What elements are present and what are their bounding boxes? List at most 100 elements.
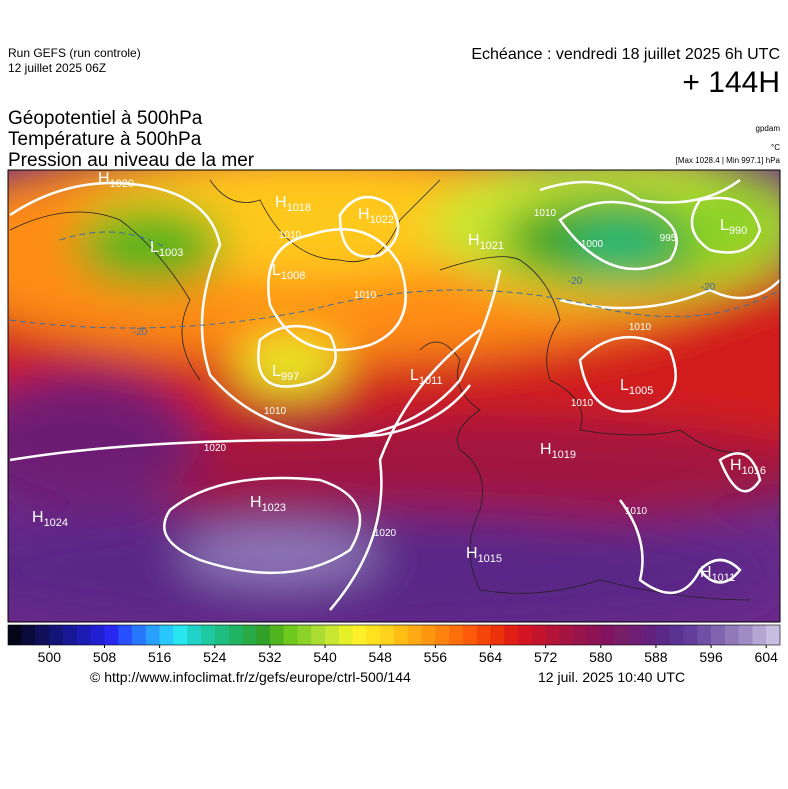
colorbar-swatch bbox=[76, 625, 92, 645]
colorbar-swatch bbox=[697, 625, 712, 645]
isobar-label: 1010 bbox=[571, 398, 594, 409]
colorbar-tick-label: 604 bbox=[755, 649, 779, 665]
colorbar-swatch bbox=[338, 625, 353, 645]
colorbar-swatch bbox=[352, 625, 367, 645]
colorbar-swatch bbox=[214, 625, 229, 645]
colorbar-swatch bbox=[228, 625, 243, 645]
pressure-center: H1015 bbox=[466, 545, 502, 565]
source-url: © http://www.infoclimat.fr/z/gefs/europe… bbox=[90, 669, 411, 685]
colorbar-swatch bbox=[683, 625, 698, 645]
colorbar-swatch bbox=[559, 625, 574, 645]
pressure-center: L1003 bbox=[150, 239, 183, 259]
colorbar-swatch bbox=[118, 625, 133, 645]
colorbar-swatch bbox=[49, 625, 64, 645]
map-frame bbox=[7, 169, 781, 623]
colorbar-swatch bbox=[669, 625, 684, 645]
colorbar-swatch bbox=[587, 625, 602, 645]
isobars bbox=[9, 178, 780, 611]
run-label: Run GEFS (run controle) bbox=[8, 46, 141, 60]
pressure-center: L1005 bbox=[620, 377, 653, 397]
colorbar-swatch bbox=[325, 625, 340, 645]
colorbar-swatch bbox=[173, 625, 188, 645]
coastlines bbox=[9, 179, 751, 601]
pressure-center: H1019 bbox=[540, 441, 576, 461]
colorbar-swatch bbox=[462, 625, 478, 645]
colorbar-tick-label: 500 bbox=[38, 649, 62, 665]
isobar-label: 1000 bbox=[581, 239, 604, 250]
center-letter: L bbox=[150, 239, 159, 256]
center-value: 1005 bbox=[629, 385, 653, 397]
center-value: 1016 bbox=[742, 465, 766, 477]
center-value: 1023 bbox=[262, 502, 286, 514]
pressure-center: L1011 bbox=[410, 367, 443, 387]
colorbar-tick-label: 588 bbox=[644, 649, 668, 665]
colorbar-swatch bbox=[159, 625, 174, 645]
colorbar-tick-label: 524 bbox=[203, 649, 227, 665]
colorbar-tick-label: 508 bbox=[93, 649, 117, 665]
center-letter: H bbox=[700, 564, 712, 581]
colorbar-tick-label: 548 bbox=[369, 649, 393, 665]
center-letter: H bbox=[98, 170, 110, 187]
center-value: 1008 bbox=[281, 270, 305, 282]
pressure-center: H1024 bbox=[32, 509, 68, 529]
colorbar-frame bbox=[7, 624, 781, 646]
center-letter: L bbox=[272, 363, 281, 380]
isobar-label: 1010 bbox=[625, 506, 648, 517]
center-letter: L bbox=[410, 367, 419, 384]
field-title: Température à 500hPa bbox=[8, 129, 202, 150]
isobar-label: 1010 bbox=[264, 406, 287, 417]
colorbar-swatch bbox=[752, 625, 767, 645]
lead-time: + 144H bbox=[682, 66, 780, 99]
pressure-center: L990 bbox=[720, 217, 747, 237]
colorbar-swatch bbox=[311, 625, 326, 645]
unit-label: [Max 1028.4 | Min 997.1] hPa bbox=[675, 156, 780, 165]
center-letter: H bbox=[540, 441, 552, 458]
colorbar-tick-label: 564 bbox=[479, 649, 503, 665]
isobar-label: 1010 bbox=[534, 208, 557, 219]
colorbar-swatch bbox=[104, 625, 119, 645]
colorbar-swatch bbox=[380, 625, 395, 645]
colorbar-swatch bbox=[35, 625, 50, 645]
colorbar-swatch bbox=[766, 625, 781, 645]
colorbar-tick-label: 596 bbox=[699, 649, 723, 665]
colorbar-swatch bbox=[490, 625, 505, 645]
center-value: 1011 bbox=[712, 572, 736, 584]
center-value: 1021 bbox=[480, 240, 504, 252]
center-value: 990 bbox=[729, 225, 747, 237]
colorbar-swatch bbox=[449, 625, 464, 645]
pressure-center: L997 bbox=[272, 363, 299, 383]
isobar-label: 995 bbox=[660, 233, 677, 244]
issue-time: 12 juil. 2025 10:40 UTC bbox=[538, 669, 686, 685]
unit-label: gpdam bbox=[755, 124, 780, 133]
isotherms bbox=[9, 231, 780, 329]
colorbar-swatch bbox=[63, 625, 78, 645]
center-value: 1020 bbox=[110, 178, 134, 190]
colorbar-swatch bbox=[642, 625, 657, 645]
isotherm-label: -20 bbox=[701, 282, 716, 293]
isobar-label: 1020 bbox=[204, 443, 227, 454]
center-letter: H bbox=[275, 194, 287, 211]
center-letter: H bbox=[250, 494, 262, 511]
colorbar-tick-label: 516 bbox=[148, 649, 172, 665]
colorbar-swatch bbox=[366, 625, 381, 645]
colorbar-swatch bbox=[8, 625, 23, 645]
pressure-center: H1011 bbox=[700, 564, 735, 584]
pressure-center: H1023 bbox=[250, 494, 286, 514]
isobar-label: 1010 bbox=[354, 290, 377, 301]
colorbar-tick-label: 572 bbox=[534, 649, 558, 665]
center-letter: L bbox=[272, 262, 281, 279]
center-letter: L bbox=[720, 217, 729, 234]
isobar-label: 1010 bbox=[629, 322, 652, 333]
colorbar-swatch bbox=[132, 625, 147, 645]
pressure-center: H1021 bbox=[468, 232, 504, 252]
colorbar-swatch bbox=[545, 625, 560, 645]
echeance: Echéance : vendredi 18 juillet 2025 6h U… bbox=[471, 46, 780, 63]
colorbar-tick-label: 556 bbox=[424, 649, 448, 665]
colorbar-swatch bbox=[283, 625, 298, 645]
colorbar-swatch bbox=[256, 625, 271, 645]
center-value: 1011 bbox=[419, 375, 443, 387]
colorbar-swatch bbox=[476, 625, 491, 645]
colorbar-swatch bbox=[724, 625, 739, 645]
pressure-center: L1008 bbox=[272, 262, 305, 282]
